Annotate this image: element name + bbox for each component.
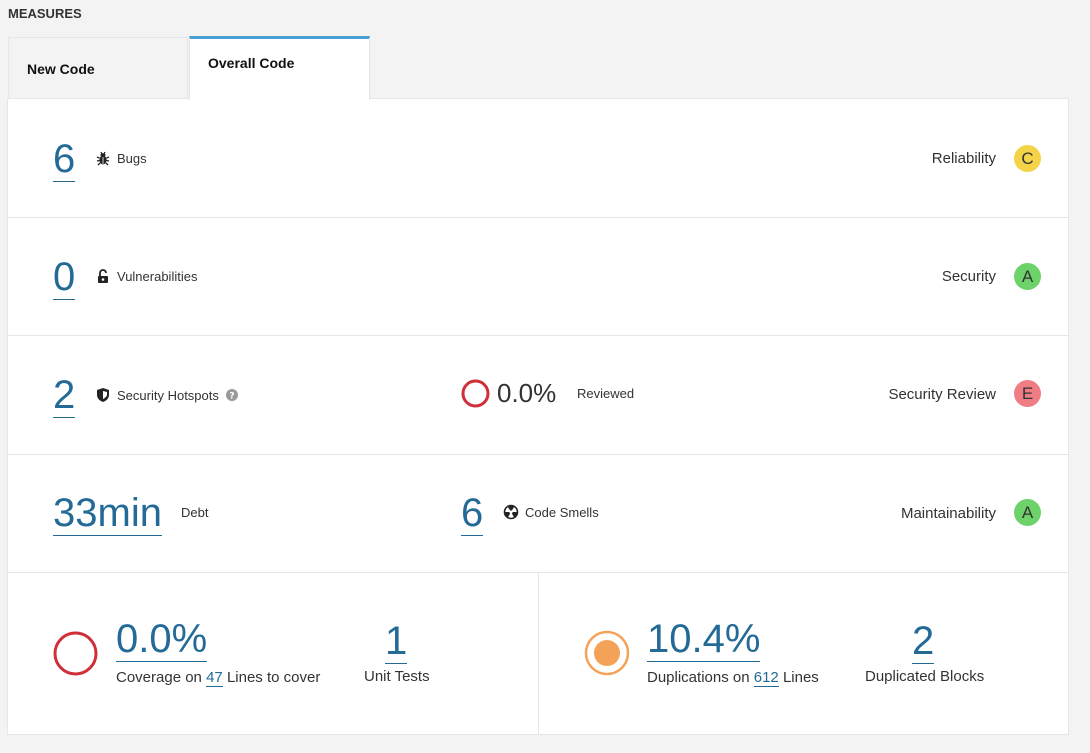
hotspots-text: Security Hotspots [117, 387, 219, 403]
measure-tabs: New Code Overall Code [8, 36, 370, 100]
reliability-row: 6 Bugs Reliability C [8, 99, 1068, 218]
reliability-label: Reliability [931, 150, 996, 167]
duplications-ring [584, 630, 630, 676]
maintainability-rating-badge[interactable]: A [1014, 499, 1041, 526]
svg-text:?: ? [229, 392, 234, 402]
unit-tests-count-link[interactable]: 1 [385, 619, 408, 664]
coverage-suffix: Lines to cover [226, 669, 321, 686]
maintainability-row: 33min Debt 6 Code Smells Maintainability… [8, 455, 1068, 573]
unit-tests-label: Unit Tests [364, 668, 430, 685]
debt-value-link[interactable]: 33min [53, 491, 162, 536]
bug-icon [96, 151, 110, 166]
vulnerabilities-label: Vulnerabilities [95, 268, 197, 284]
tab-overall-code[interactable]: Overall Code [189, 36, 370, 100]
vulnerabilities-count-link[interactable]: 0 [53, 255, 76, 300]
review-progress-ring [461, 379, 490, 408]
coverage-duplications-row: 0.0% Coverage on 47 Lines to cover 1 Uni… [8, 573, 1068, 735]
bugs-label: Bugs [95, 150, 147, 166]
duplications-suffix: Lines [782, 669, 819, 686]
bugs-count-link[interactable]: 6 [53, 137, 76, 182]
reviewed-label: Reviewed [577, 386, 635, 401]
vulnerabilities-text: Vulnerabilities [117, 268, 198, 284]
lock-open-icon [98, 269, 108, 283]
duplicated-blocks-label: Duplicated Blocks [865, 668, 985, 685]
hotspots-label: Security Hotspots ? [95, 387, 239, 403]
security-rating-badge[interactable]: A [1014, 263, 1041, 290]
reviewed-value: 0.0% [497, 378, 557, 408]
code-smell-icon [503, 504, 519, 520]
measures-panel: 6 Bugs Reliability C 0 Vulnerabilities S… [7, 98, 1069, 735]
duplications-prefix: Duplications on [647, 669, 750, 686]
duplications-subtext: Duplications on 612 Lines [647, 669, 819, 687]
tab-overall-code-label: Overall Code [208, 55, 295, 71]
duplicated-blocks-count-link[interactable]: 2 [912, 619, 935, 664]
hotspots-row: 2 Security Hotspots ? 0.0% Reviewed Secu… [8, 336, 1068, 455]
reliability-rating-badge[interactable]: C [1014, 145, 1041, 172]
security-label: Security [941, 268, 996, 285]
code-smells-text: Code Smells [525, 504, 599, 520]
tab-new-code-label: New Code [27, 61, 95, 77]
shield-icon [97, 388, 109, 402]
debt-label: Debt [181, 505, 209, 520]
security-review-label: Security Review [888, 386, 996, 403]
hotspots-count-link[interactable]: 2 [53, 373, 76, 418]
code-smells-label: Code Smells [503, 504, 599, 520]
security-review-rating-badge[interactable]: E [1014, 380, 1041, 407]
lines-to-cover-link[interactable]: 47 [206, 669, 223, 687]
tab-new-code[interactable]: New Code [8, 37, 188, 99]
duplicated-lines-link[interactable]: 612 [753, 669, 779, 687]
maintainability-label: Maintainability [900, 505, 996, 522]
coverage-prefix: Coverage on [116, 669, 202, 686]
coverage-value-link[interactable]: 0.0% [116, 617, 208, 662]
help-icon[interactable]: ? [225, 388, 239, 402]
security-row: 0 Vulnerabilities Security A [8, 218, 1068, 336]
coverage-ring [53, 631, 98, 676]
duplications-value-link[interactable]: 10.4% [647, 617, 761, 662]
coverage-cell: 0.0% Coverage on 47 Lines to cover 1 Uni… [8, 573, 539, 735]
bugs-text: Bugs [117, 150, 147, 166]
code-smells-count-link[interactable]: 6 [461, 491, 484, 536]
coverage-subtext: Coverage on 47 Lines to cover [116, 669, 321, 687]
section-title: MEASURES [8, 6, 82, 21]
duplications-cell: 10.4% Duplications on 612 Lines 2 Duplic… [539, 573, 1068, 735]
